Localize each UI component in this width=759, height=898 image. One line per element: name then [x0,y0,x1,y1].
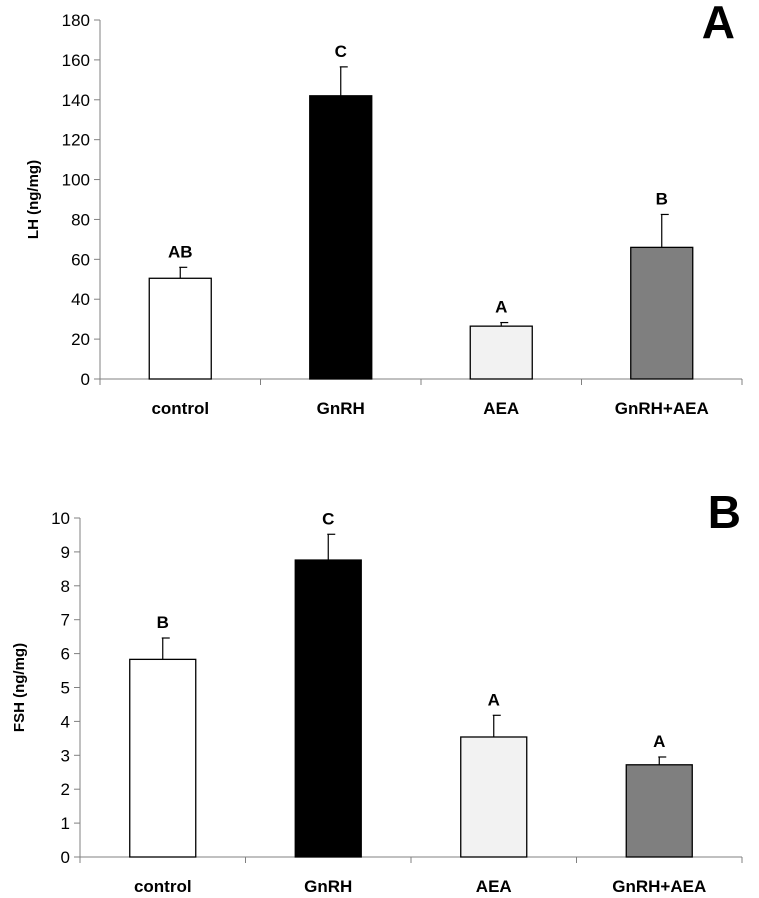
category-label: GnRH [317,399,365,418]
y-tick-label: 9 [61,543,70,562]
bar-gnrh-aea [625,764,693,858]
category-label: AEA [476,877,512,896]
y-tick-label: 100 [62,171,90,190]
y-tick-label: 180 [62,11,90,30]
y-tick-label: 20 [71,330,90,349]
y-tick-label: 0 [81,370,90,389]
y-tick-label: 4 [61,712,70,731]
y-tick-label: 3 [61,746,70,765]
significance-label: A [488,690,500,709]
y-tick-label: 1 [61,814,70,833]
y-tick-label: 8 [61,577,70,596]
category-label: AEA [483,399,519,418]
bar-control [148,277,212,380]
y-tick-label: 80 [71,210,90,229]
panel-letter: B [708,486,741,538]
y-tick-label: 40 [71,290,90,309]
significance-label: A [653,732,665,751]
panel-a: 020406080100120140160180ABcontrolCGnRHAA… [25,0,743,418]
y-tick-label: 120 [62,131,90,150]
significance-label: C [322,509,334,528]
y-tick-label: 160 [62,51,90,70]
bar-aea [469,325,533,380]
category-label: control [151,399,209,418]
y-tick-label: 60 [71,250,90,269]
category-label: control [134,877,192,896]
bar-gnrh [294,559,362,858]
y-tick-label: 10 [51,509,70,528]
category-label: GnRH+AEA [615,399,709,418]
y-tick-label: 7 [61,611,70,630]
y-axis-title: LH (ng/mg) [25,160,42,239]
category-label: GnRH [304,877,352,896]
bar-control [129,658,197,858]
significance-label: C [335,42,347,61]
y-tick-label: 0 [61,848,70,867]
category-label: GnRH+AEA [612,877,706,896]
bar-gnrh-aea [630,246,694,380]
y-tick-label: 140 [62,91,90,110]
significance-label: A [495,298,507,317]
significance-label: B [656,189,668,208]
y-axis-title: FSH (ng/mg) [11,643,28,732]
bar-aea [460,736,528,858]
y-tick-label: 2 [61,780,70,799]
significance-label: AB [168,242,193,261]
significance-label: B [157,613,169,632]
y-tick-label: 5 [61,679,70,698]
bar-gnrh [309,95,373,380]
panel-letter: A [702,0,735,48]
y-tick-label: 6 [61,645,70,664]
